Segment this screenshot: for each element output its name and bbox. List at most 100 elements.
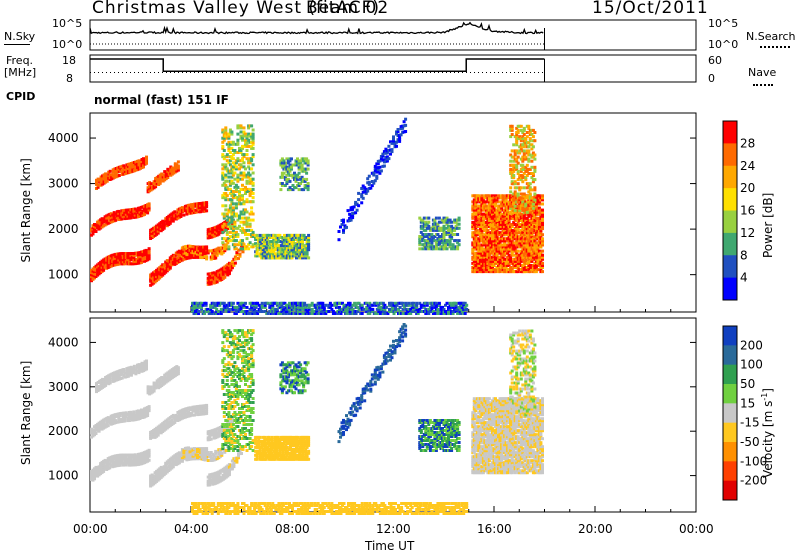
power-cell [525,169,529,173]
power-cell [463,301,467,305]
nsky-legend-line [4,44,30,45]
power-cell [95,187,98,190]
power-cell [238,194,241,198]
power-cell [245,175,249,179]
power-cell [297,188,301,192]
power-cell [437,303,441,307]
power-cell [280,310,284,313]
power-cell [242,175,246,179]
power-cell [158,181,162,185]
power-cell [439,312,443,315]
power-cell [442,228,446,232]
power-cell [250,157,254,161]
power-cell [283,301,287,305]
power-cell [285,240,289,244]
power-cell [365,301,369,305]
power-cell [487,270,491,274]
power-cell [427,216,431,220]
power-cell [521,155,525,159]
power-cell [428,228,432,232]
power-cell [497,247,500,251]
power-cell [221,224,225,228]
power-cell [242,200,246,204]
power-cell [285,248,289,252]
power-cell [434,301,438,305]
power-cell [244,301,247,305]
power-cell [145,159,148,163]
power-colorbar-swatch [723,165,737,189]
power-cell [210,312,214,315]
power-cell [282,248,286,252]
power-cell [504,266,508,269]
power-cell [509,196,513,200]
power-cell [528,237,532,241]
power-cell [427,310,431,313]
power-cell [227,161,231,165]
power-cell [348,301,352,305]
power-cell [419,305,423,309]
power-cell [303,169,307,173]
power-cell [241,196,244,200]
power-colorbar-tick-5: 8 [740,248,748,262]
power-cell [457,216,461,220]
power-cell [236,226,240,230]
power-cell [244,208,247,212]
power-cell [539,231,543,235]
power-cell [541,264,544,267]
power-cell [481,218,485,222]
power-cell [397,301,400,305]
power-cell [401,307,405,311]
power-cell [245,173,249,177]
power-cell [416,310,420,313]
power-cell [494,259,497,263]
power-cell [245,220,249,224]
power-cell [477,243,481,247]
power-cell [250,228,254,232]
power-cell [477,194,481,198]
power-cell [103,215,107,219]
power-cell [210,310,214,313]
power-cell [94,225,98,229]
power-cell [516,200,520,204]
power-cell [267,242,271,246]
power-cell [177,253,181,257]
power-cell [134,160,138,164]
power-cell [120,217,124,221]
power-cell [522,126,526,130]
power-cell [292,248,295,252]
power-cell [278,312,282,315]
power-cell [516,266,520,269]
power-cell [483,223,487,226]
power-cell [304,307,308,311]
power-cell [247,132,251,136]
power-cell [285,236,289,239]
power-cell [196,248,199,252]
vel-cell [114,454,118,458]
power-cell [533,153,537,157]
power-cell [487,214,491,218]
power-cell [114,216,118,220]
power-cell [195,305,199,309]
power-cell [215,231,219,235]
power-cell [251,138,255,142]
power-cell [448,243,452,247]
power-cell [211,253,215,257]
power-cell [516,249,520,253]
power-cell [519,128,523,132]
power-cell [519,186,523,190]
power-cell [484,264,488,267]
power-cell [387,148,391,152]
power-cell [504,225,508,228]
power-cell [226,227,230,230]
power-cell [124,254,128,258]
power-cell [498,233,502,237]
power-cell [487,253,491,257]
power-cell [282,244,286,248]
power-cell [263,305,267,309]
power-cell [528,186,532,190]
power-cell [348,303,352,307]
power-cell [477,268,481,272]
power-cell [375,312,379,315]
power-cell [509,214,513,218]
power-cell [487,247,491,251]
